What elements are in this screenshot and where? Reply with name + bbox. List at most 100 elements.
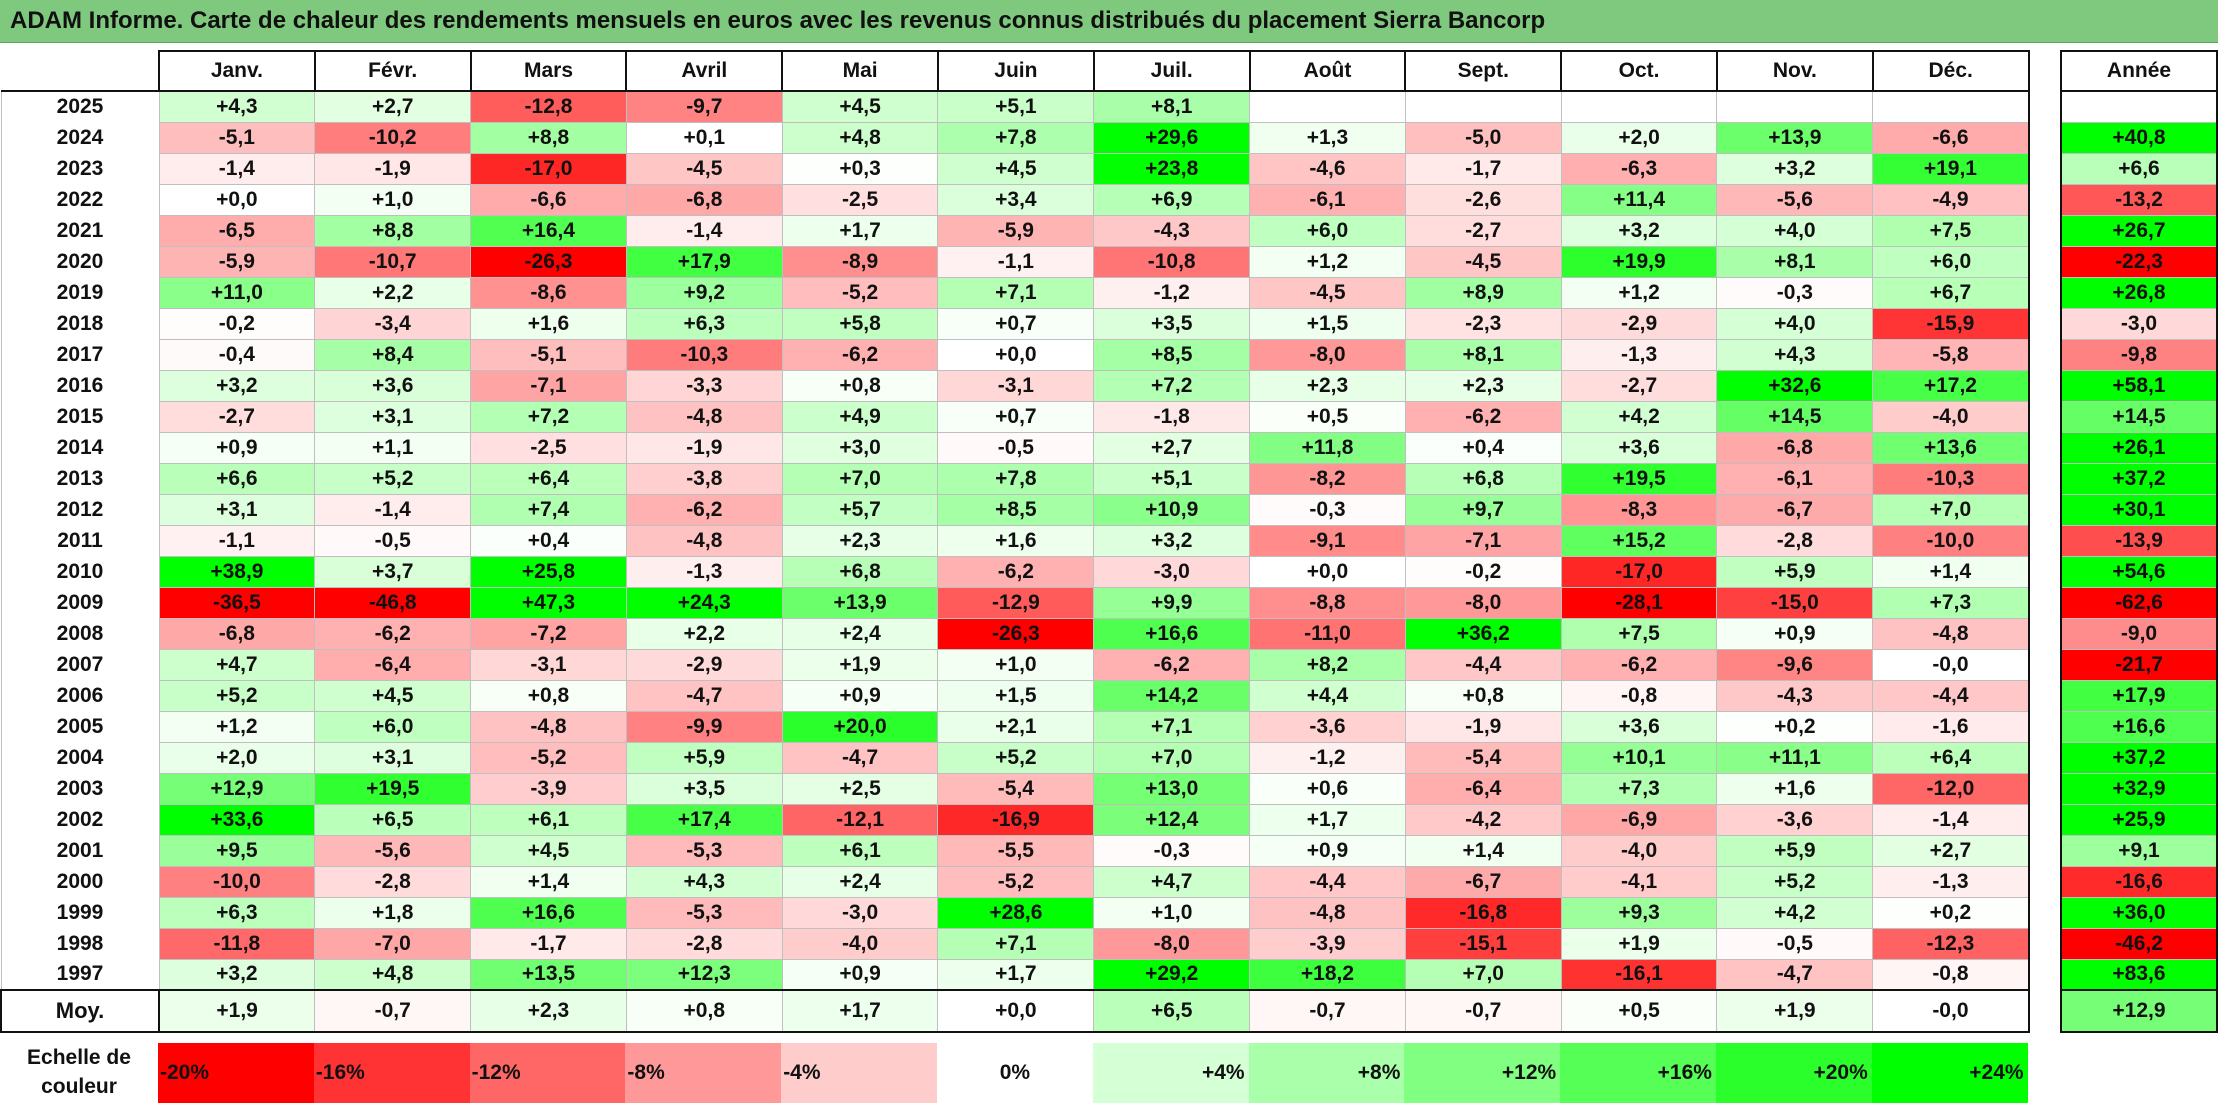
heatmap-cell: +7,5 [1872,214,2030,247]
heatmap-cell: -12,0 [1872,772,2030,805]
month-header-fevr: Févr. [313,50,472,92]
heatmap-row: 2020 -5,9 -10,7 -26,3 +17,9 -8,9 -1,1 -10,8 +1,2… [0,245,2030,278]
heatmap-cell: +5,8 [781,307,939,340]
color-scale-label-line1: Echelle de [27,1046,131,1069]
heatmap-cell: +4,8 [781,121,939,154]
heatmap-cell: +14,2 [1093,679,1251,712]
annual-row: +9,1 [2060,834,2218,867]
heatmap-row: 2018 -0,2 -3,4 +1,6 +6,3 +5,8 +0,7 +3,5 +1,5 -2,3… [0,307,2030,340]
heatmap-cell: +10,1 [1560,741,1718,774]
heatmap-cell: +0,0 [937,338,1095,371]
heatmap-cell: -4,5 [1404,245,1562,278]
heatmap-cell: -3,9 [470,772,627,805]
heatmap-cell: -10,8 [1093,245,1251,278]
heatmap-cell: +8,2 [1249,648,1406,681]
heatmap-cell: -4,2 [1404,803,1562,836]
heatmap-cell: +0,0 [158,183,316,216]
heatmap-cell: +2,2 [314,276,472,309]
heatmap-cell: +2,7 [1872,834,2030,867]
heatmap-cell: -4,7 [1716,958,1874,991]
heatmap-cell: +5,7 [781,493,939,526]
heatmap-cell: -16,1 [1560,958,1718,991]
heatmap-cell: +3,1 [158,493,316,526]
heatmap-cell: +0,4 [1404,431,1562,464]
heatmap-cell: +5,1 [1093,462,1251,495]
heatmap-cell: +9,3 [1560,896,1718,929]
heatmap-cell: +9,5 [158,834,316,867]
heatmap-cell: -2,8 [314,865,472,898]
heatmap-cell: +19,5 [1560,462,1718,495]
heatmap-cell: +1,8 [314,896,472,929]
heatmap-cell: +9,9 [1093,586,1251,619]
heatmap-cell: -3,3 [625,369,783,402]
heatmap-cell: +1,4 [1404,834,1562,867]
average-cell: +1,9 [1716,989,1874,1033]
annual-row: +37,2 [2060,462,2218,495]
heatmap-cell: +0,2 [1716,710,1874,743]
heatmap-cell: -0,2 [1404,555,1562,588]
heatmap-cell: -11,0 [1249,617,1406,650]
heatmap-cell: -15,1 [1404,927,1562,960]
heatmap-cell: -9,9 [625,710,783,743]
month-header-aout: Août [1248,50,1407,92]
heatmap-cell: +7,2 [470,400,627,433]
heatmap-cell: +6,3 [625,307,783,340]
heatmap-cell: +1,0 [1093,896,1251,929]
heatmap-cell: +9,2 [625,276,783,309]
heatmap-row: 2005 +1,2 +6,0 -4,8 -9,9 +20,0 +2,1 +7,1 -3,6 -1,… [0,710,2030,743]
annual-cell: +26,1 [2060,431,2218,464]
year-label: 2000 [0,866,159,897]
month-header-avril: Avril [625,50,784,92]
heatmap-cell: -4,0 [1560,834,1718,867]
heatmap-cell: +3,2 [1093,524,1251,557]
heatmap-cell: +11,8 [1249,431,1406,464]
annual-cell: +6,6 [2060,152,2218,185]
heatmap-cell: +7,1 [1093,710,1251,743]
heatmap-cell: +8,1 [1716,245,1874,278]
heatmap-cell: -5,4 [937,772,1095,805]
heatmap-cell: +5,9 [1716,555,1874,588]
heatmap-cell: +8,1 [1093,90,1251,123]
heatmap-cell: +2,3 [781,524,939,557]
month-header-sept: Sept. [1404,50,1563,92]
annual-cell: -16,6 [2060,865,2218,898]
heatmap-cell: -4,4 [1249,865,1406,898]
heatmap-cell: -4,8 [625,400,783,433]
heatmap-cell: +12,9 [158,772,316,805]
heatmap-cell: -6,2 [1093,648,1251,681]
average-cell: -0,7 [1249,989,1406,1033]
heatmap-cell [1249,90,1406,123]
annual-row: -9,8 [2060,338,2218,371]
heatmap-cell: -4,8 [470,710,627,743]
heatmap-row: 2002 +33,6 +6,5 +6,1 +17,4 -12,1 -16,9 +12,4 +1,… [0,803,2030,836]
heatmap-cell: +4,3 [1716,338,1874,371]
year-label: 2025 [0,90,159,122]
annual-row: +26,1 [2060,431,2218,464]
annual-average-cell: +12,9 [2060,989,2218,1033]
heatmap-cell: -6,6 [470,183,627,216]
heatmap-cell: +5,2 [937,741,1095,774]
heatmap-cell: +4,3 [625,865,783,898]
heatmap-cell: -12,3 [1872,927,2030,960]
heatmap-cell: -7,1 [470,369,627,402]
heatmap-cell: -3,1 [470,648,627,681]
heatmap-cell: -1,9 [1404,710,1562,743]
heatmap-cell: -0,4 [158,338,316,371]
heatmap-cell: +1,7 [1249,803,1406,836]
heatmap-cell: -16,8 [1404,896,1562,929]
heatmap-cell: +12,3 [625,958,783,991]
heatmap-cell: +2,0 [1560,121,1718,154]
heatmap-row: 2022 +0,0 +1,0 -6,6 -6,8 -2,5 +3,4 +6,9 -6,1 -2,6… [0,183,2030,216]
heatmap-cell: -5,4 [1404,741,1562,774]
heatmap-cell: +29,2 [1093,958,1251,991]
heatmap-cell: +0,9 [1249,834,1406,867]
annual-row: -13,2 [2060,183,2218,216]
heatmap-cell: +0,5 [1249,400,1406,433]
heatmap-cell: -4,8 [625,524,783,557]
year-label: 2012 [0,494,159,525]
annual-row: +37,2 [2060,741,2218,774]
heatmap-cell: +1,0 [937,648,1095,681]
heatmap-cell: +11,1 [1716,741,1874,774]
heatmap-cell: -0,8 [1560,679,1718,712]
heatmap-cell: +4,9 [781,400,939,433]
